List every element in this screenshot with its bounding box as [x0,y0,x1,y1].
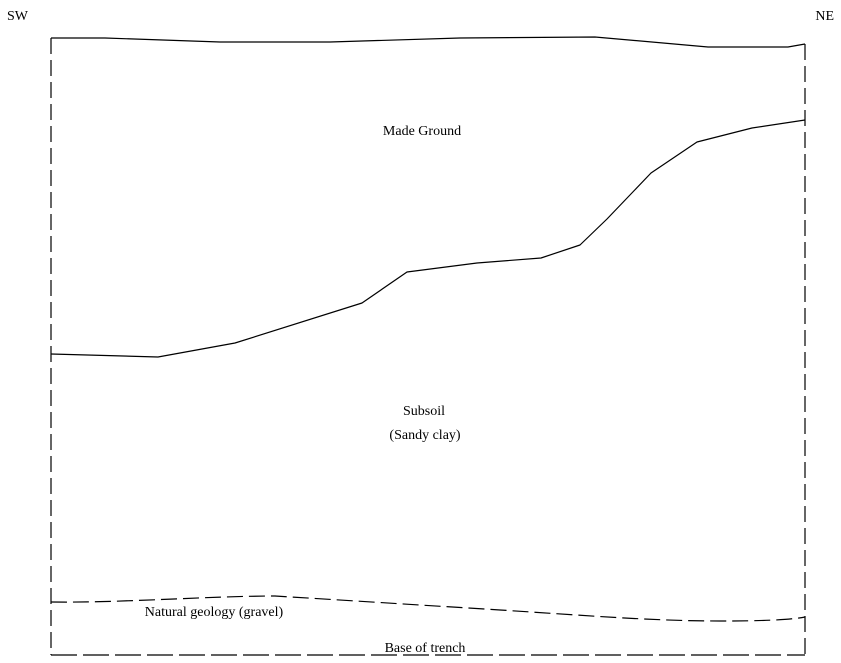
subsoil-type-label: (Sandy clay) [389,428,460,443]
made-ground-label: Made Ground [383,124,461,139]
made-ground-subsoil-boundary [50,119,806,358]
subsoil-natural-boundary [50,595,806,622]
base-of-trench-label: Base of trench [385,641,466,656]
ground-surface-line [51,36,806,48]
natural-geology-label: Natural geology (gravel) [145,605,284,620]
orientation-sw-label: SW [7,9,29,24]
orientation-ne-label: NE [815,9,834,24]
subsoil-label: Subsoil [403,404,445,419]
